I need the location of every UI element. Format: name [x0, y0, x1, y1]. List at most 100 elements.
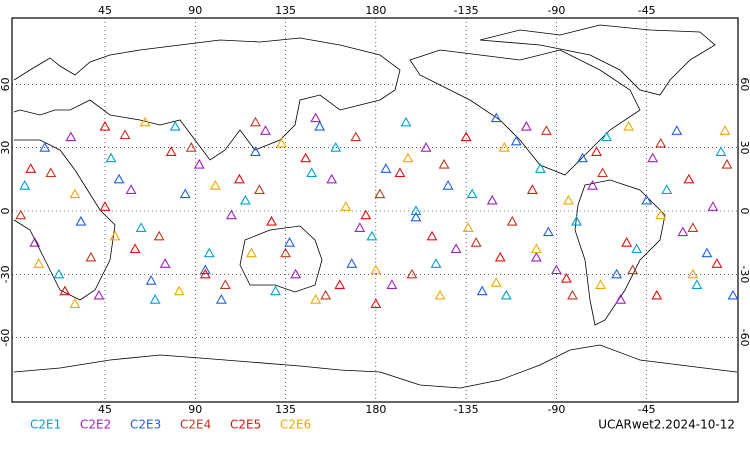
observation-marker — [470, 237, 482, 247]
observation-marker — [486, 194, 498, 205]
observation-marker — [410, 205, 422, 216]
observation-marker — [597, 167, 609, 178]
observation-marker — [99, 201, 111, 211]
observation-marker — [577, 152, 588, 163]
observation-marker — [165, 146, 177, 156]
observation-marker — [571, 215, 582, 226]
observation-marker — [260, 125, 271, 135]
coastlines — [13, 24, 738, 389]
observation-marker — [687, 222, 699, 232]
observation-marker — [561, 272, 572, 283]
x-tick-label: 90 — [188, 4, 202, 17]
observation-marker — [655, 137, 667, 148]
observation-marker — [671, 125, 683, 135]
observation-marker — [655, 209, 667, 220]
observation-marker — [402, 152, 414, 163]
observation-marker — [498, 142, 510, 152]
observation-marker — [500, 289, 512, 300]
observation-marker — [587, 180, 598, 190]
observation-marker — [129, 243, 141, 254]
observation-marker — [203, 247, 215, 258]
observation-marker — [460, 131, 472, 142]
observation-marker — [434, 289, 446, 300]
observation-marker — [526, 184, 538, 194]
observation-marker — [119, 129, 131, 140]
observation-marker — [683, 173, 695, 184]
observation-marker — [394, 167, 406, 178]
observation-marker — [334, 279, 346, 289]
observation-marker — [442, 180, 454, 190]
x-tick-label: 135 — [275, 4, 296, 17]
x-tick-label: -135 — [454, 403, 479, 416]
observation-marker — [707, 201, 719, 211]
observation-marker — [346, 258, 358, 268]
observation-marker — [420, 142, 432, 152]
legend-label: C2E3 — [130, 418, 161, 432]
observation-marker — [386, 279, 398, 289]
observation-marker — [623, 120, 635, 131]
observation-marker — [69, 188, 81, 199]
observation-marker — [310, 112, 322, 123]
observation-marker — [494, 251, 506, 262]
legend-label: C2E4 — [180, 418, 211, 432]
observation-marker — [153, 230, 165, 241]
observation-marker — [39, 142, 51, 152]
observation-marker — [65, 131, 77, 142]
observation-marker — [520, 120, 532, 131]
observation-marker — [145, 275, 157, 285]
observation-marker — [430, 258, 442, 268]
observation-marker — [370, 264, 382, 275]
map-frame — [11, 17, 739, 403]
observation-marker — [627, 264, 639, 275]
observation-marker — [219, 279, 231, 289]
legend-label: C2E2 — [80, 418, 111, 432]
observation-marker — [246, 247, 257, 258]
observation-marker — [139, 116, 151, 127]
observation-marker — [711, 258, 723, 268]
y-tick-label: -60 — [738, 329, 750, 347]
observation-marker — [490, 277, 502, 287]
observation-marker — [727, 289, 739, 300]
observation-marker — [462, 222, 474, 232]
observation-marker — [360, 209, 372, 220]
y-tick-label: -60 — [0, 329, 12, 347]
legend-label: C2E5 — [230, 418, 261, 432]
observation-marker — [19, 180, 31, 190]
observation-marker — [105, 152, 117, 163]
observation-marker — [330, 142, 342, 152]
observation-marker — [426, 230, 438, 241]
observation-marker — [159, 258, 171, 268]
observation-marker — [215, 294, 227, 304]
observation-marker — [615, 294, 627, 304]
observation-marker — [563, 194, 574, 205]
observation-marker — [179, 188, 191, 199]
observation-marker — [595, 279, 607, 289]
y-tick-label: 60 — [0, 77, 12, 91]
y-tick-label: 0 — [0, 208, 12, 215]
observation-marker — [438, 158, 450, 169]
observation-marker — [719, 125, 731, 135]
observation-marker — [193, 158, 205, 169]
observation-marker — [250, 116, 261, 127]
x-tick-label: 45 — [98, 403, 112, 416]
observation-marker — [199, 264, 211, 275]
observation-marker — [173, 285, 185, 296]
observation-marker — [406, 268, 418, 279]
observation-marker — [33, 258, 45, 268]
observation-marker — [621, 237, 633, 247]
x-tick-label: 180 — [365, 4, 386, 17]
observation-marker — [530, 251, 542, 262]
observation-marker — [370, 298, 382, 308]
x-tick-label: 90 — [188, 403, 202, 416]
observation-marker — [466, 188, 478, 199]
observation-marker — [490, 112, 502, 123]
observation-marker — [530, 243, 542, 254]
observation-marker — [350, 131, 362, 142]
y-tick-label: 0 — [738, 208, 750, 215]
observation-marker — [209, 180, 221, 190]
observation-marker — [721, 158, 733, 169]
legend-label: C2E6 — [280, 418, 311, 432]
observation-marker — [300, 152, 312, 163]
observation-marker — [601, 131, 613, 142]
